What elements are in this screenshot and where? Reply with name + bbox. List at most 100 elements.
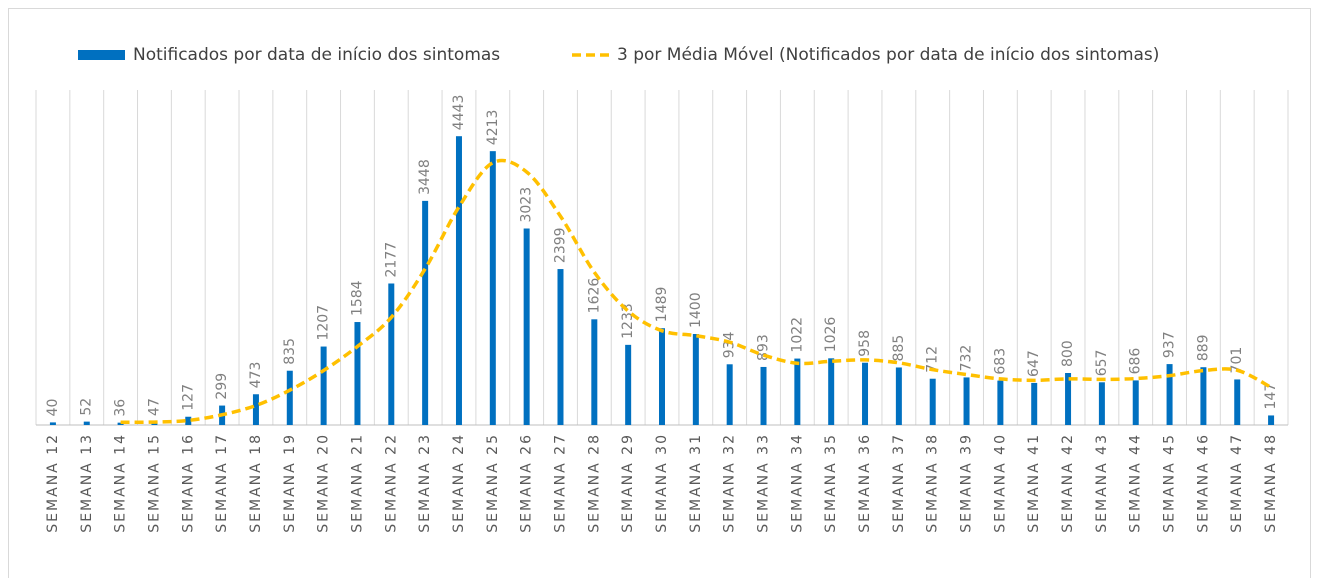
data-label: 1400 xyxy=(688,292,704,328)
legend-swatch xyxy=(78,50,125,60)
x-tick-label: SEMANA 38 xyxy=(925,433,941,533)
bar xyxy=(760,366,767,425)
x-tick-label: SEMANA 24 xyxy=(451,433,467,533)
x-tick-label: SEMANA 35 xyxy=(823,433,839,533)
x-tick-label: SEMANA 46 xyxy=(1195,433,1211,533)
bar xyxy=(185,416,192,425)
data-label: 4443 xyxy=(451,95,467,131)
data-label: 36 xyxy=(113,399,129,417)
data-label: 657 xyxy=(1094,350,1110,377)
bar xyxy=(320,346,327,425)
bar xyxy=(354,322,361,425)
x-tick-label: SEMANA 31 xyxy=(688,433,704,533)
legend-label: Notificados por data de início dos sinto… xyxy=(133,45,500,65)
x-tick-label: SEMANA 16 xyxy=(180,433,196,533)
data-label: 47 xyxy=(146,398,162,416)
bar xyxy=(862,362,869,425)
data-label: 299 xyxy=(214,373,230,400)
x-tick-label: SEMANA 40 xyxy=(992,433,1008,533)
data-label: 4213 xyxy=(485,110,501,146)
x-tick-label: SEMANA 20 xyxy=(316,433,332,533)
data-label: 1022 xyxy=(789,317,805,353)
x-tick-label: SEMANA 42 xyxy=(1060,433,1076,533)
data-label: 800 xyxy=(1060,340,1076,367)
bar xyxy=(286,370,293,425)
data-label: 1584 xyxy=(349,280,365,316)
x-tick-label: SEMANA 14 xyxy=(113,433,129,533)
x-tick-label: SEMANA 23 xyxy=(417,433,433,533)
bar xyxy=(388,283,395,425)
bar xyxy=(794,358,801,425)
x-tick-label: SEMANA 17 xyxy=(214,433,230,533)
x-tick-label: SEMANA 15 xyxy=(146,433,162,533)
bar xyxy=(997,380,1004,425)
x-tick-label: SEMANA 44 xyxy=(1128,433,1144,533)
x-tick-label: SEMANA 12 xyxy=(45,433,61,533)
x-tick-label: SEMANA 25 xyxy=(485,433,501,533)
bar xyxy=(1031,382,1038,425)
data-label: 127 xyxy=(180,384,196,411)
data-label: 893 xyxy=(756,334,772,361)
bar xyxy=(1132,380,1139,425)
data-label: 958 xyxy=(857,330,873,357)
bar xyxy=(1065,373,1072,425)
data-label: 1489 xyxy=(654,287,670,323)
bar xyxy=(726,364,733,425)
bar xyxy=(963,377,970,425)
bar xyxy=(1200,367,1207,425)
data-label: 835 xyxy=(282,338,298,365)
x-tick-label: SEMANA 21 xyxy=(349,433,365,533)
bar xyxy=(422,200,429,425)
x-tick-label: SEMANA 22 xyxy=(383,433,399,533)
data-label: 701 xyxy=(1229,347,1245,374)
bar xyxy=(828,358,835,425)
x-tick-label: SEMANA 41 xyxy=(1026,433,1042,533)
data-label: 3448 xyxy=(417,159,433,195)
x-tick-label: SEMANA 43 xyxy=(1094,433,1110,533)
data-label: 934 xyxy=(722,331,738,358)
bar xyxy=(83,421,90,425)
x-tick-label: SEMANA 19 xyxy=(282,433,298,533)
x-tick-label: SEMANA 29 xyxy=(620,433,636,533)
data-label: 147 xyxy=(1263,383,1279,410)
data-label: 712 xyxy=(925,346,941,373)
x-tick-label: SEMANA 26 xyxy=(519,433,535,533)
bar xyxy=(692,334,699,425)
bar xyxy=(455,136,462,425)
bar xyxy=(1098,382,1105,425)
bar xyxy=(895,367,902,425)
x-tick-label: SEMANA 13 xyxy=(79,433,95,533)
data-label: 2177 xyxy=(383,242,399,278)
data-label: 1233 xyxy=(620,303,636,339)
bar xyxy=(489,151,496,425)
legend-label: 3 por Média Móvel (Notificados por data … xyxy=(617,45,1159,65)
data-label: 3023 xyxy=(519,187,535,223)
data-label: 937 xyxy=(1162,331,1178,358)
data-label: 885 xyxy=(891,335,907,362)
x-tick-label: SEMANA 27 xyxy=(552,433,568,533)
data-label: 686 xyxy=(1128,348,1144,375)
bar xyxy=(659,328,665,425)
x-tick-label: SEMANA 45 xyxy=(1162,433,1178,533)
bar xyxy=(252,394,259,425)
data-label: 2399 xyxy=(552,227,568,263)
x-tick-label: SEMANA 37 xyxy=(891,433,907,533)
x-tick-label: SEMANA 36 xyxy=(857,433,873,533)
x-tick-label: SEMANA 18 xyxy=(248,433,264,533)
bar xyxy=(591,319,598,425)
bar xyxy=(1166,364,1173,425)
data-label: 732 xyxy=(959,345,975,372)
data-label: 52 xyxy=(79,398,95,416)
x-tick-label: SEMANA 33 xyxy=(756,433,772,533)
data-label: 889 xyxy=(1195,334,1211,361)
x-tick-label: SEMANA 48 xyxy=(1263,433,1279,533)
bar xyxy=(523,228,530,425)
data-label: 647 xyxy=(1026,350,1042,377)
moving-average-line xyxy=(120,158,1272,425)
data-label: 1026 xyxy=(823,317,839,353)
bar xyxy=(625,344,632,425)
bar xyxy=(1268,415,1275,425)
bar xyxy=(557,269,564,425)
data-label: 1207 xyxy=(316,305,332,341)
